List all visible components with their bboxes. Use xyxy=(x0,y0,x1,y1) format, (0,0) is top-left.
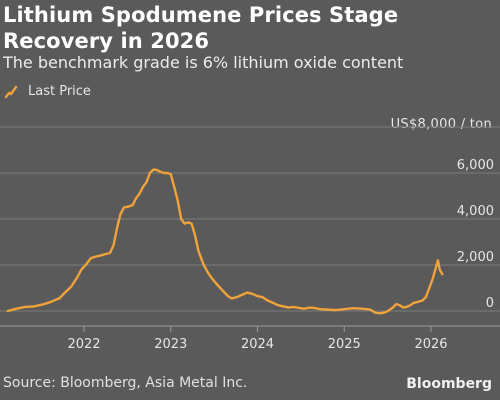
bloomberg-logo: Bloomberg xyxy=(406,376,492,392)
line-swatch-icon xyxy=(4,85,18,98)
y-axis-unit-label: US$8,000 / ton xyxy=(390,117,492,132)
y-tick-label: 0 xyxy=(486,296,494,311)
x-tick-label: 2023 xyxy=(154,337,187,352)
legend-label: Last Price xyxy=(28,84,91,99)
source-note: Source: Bloomberg, Asia Metal Inc. xyxy=(3,375,248,391)
chart-title: Lithium Spodumene Prices Stage Recovery … xyxy=(3,3,399,53)
y-tick-labels: 0 2,000 4,000 6,000 xyxy=(457,158,494,311)
y-tick-label: 6,000 xyxy=(457,158,494,173)
x-tick-label: 2022 xyxy=(67,337,100,352)
legend: Last Price xyxy=(4,84,91,99)
series-line-last-price xyxy=(6,168,444,315)
y-tick-label: 2,000 xyxy=(457,250,494,265)
series-layer xyxy=(6,168,444,315)
gridlines xyxy=(0,126,500,312)
x-tick-label: 2026 xyxy=(414,337,447,352)
y-tick-label: 4,000 xyxy=(457,204,494,219)
x-tick-label: 2025 xyxy=(328,337,361,352)
x-axis: 2022 2023 2024 2025 2026 xyxy=(0,325,500,352)
x-tick-label: 2024 xyxy=(241,337,274,352)
chart-subtitle: The benchmark grade is 6% lithium oxide … xyxy=(3,53,404,72)
